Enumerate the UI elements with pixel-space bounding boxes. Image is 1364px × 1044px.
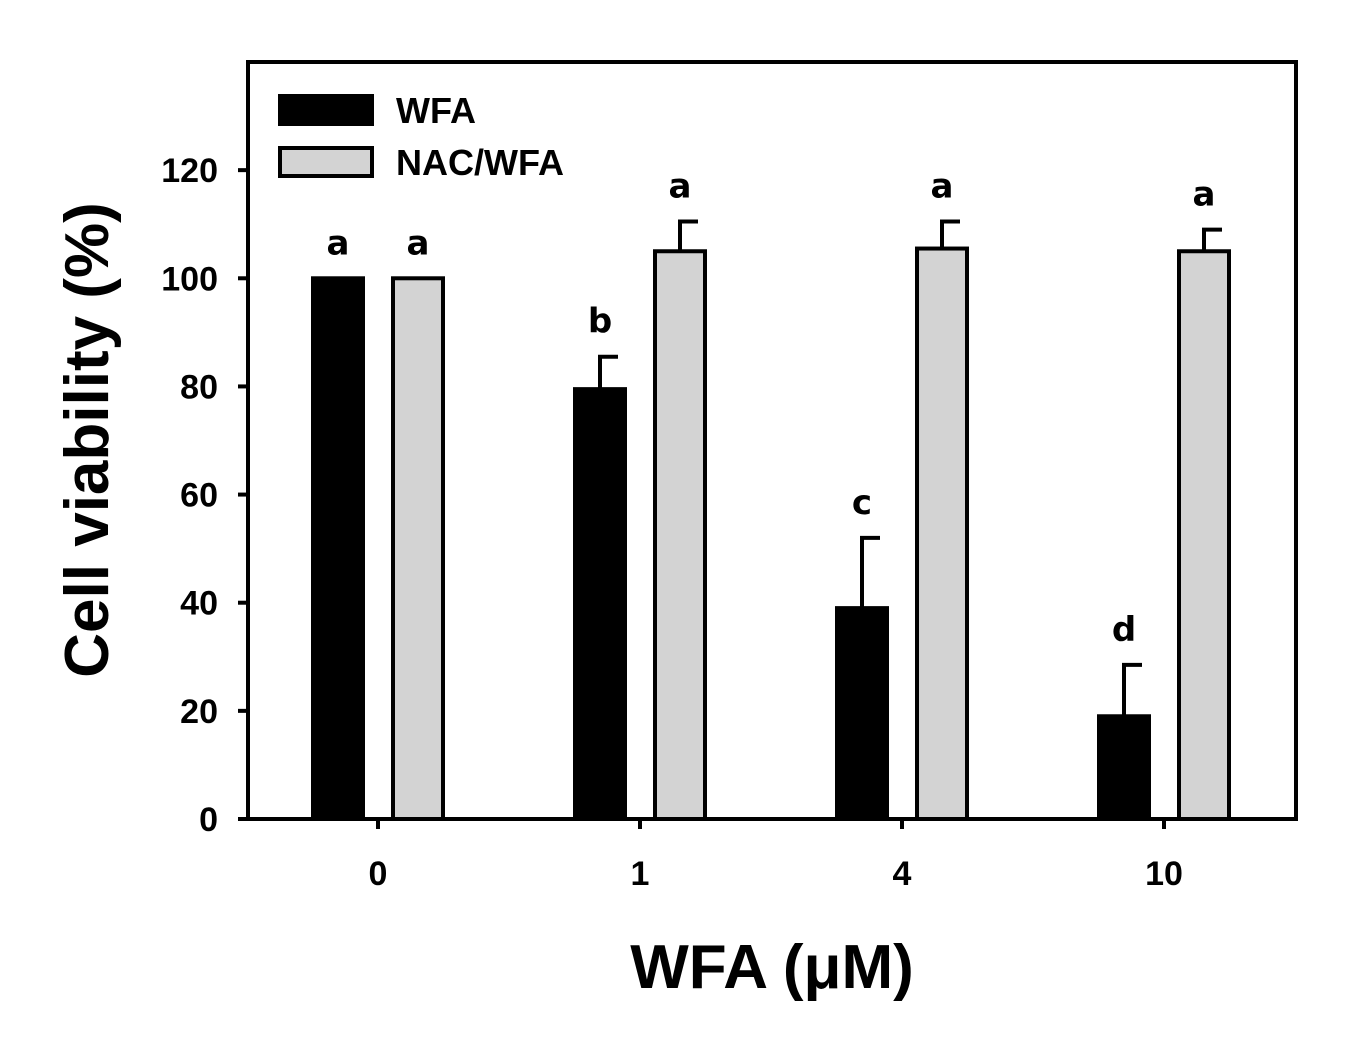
- x-axis-title: WFA (μM): [630, 933, 914, 1002]
- significance-labels-layer: a b c d a a a a: [327, 167, 1216, 650]
- x-axis: 0 1 4 10: [369, 819, 1183, 893]
- bars-layer: [311, 246, 1231, 821]
- y-tick-label-0: 0: [199, 801, 218, 839]
- y-axis: 0 20 40 60 80 100 120: [161, 152, 248, 839]
- y-tick-label-120: 120: [161, 152, 218, 190]
- legend: WFA NAC/WFA: [278, 90, 564, 183]
- significance-label-wfa-1: b: [588, 302, 612, 342]
- x-tick-label-1: 1: [631, 855, 650, 893]
- significance-label-nac-wfa-4: a: [931, 167, 954, 207]
- y-tick-label-20: 20: [180, 693, 218, 731]
- x-tick-label-0: 0: [369, 855, 388, 893]
- bar-nac-wfa-4: [915, 246, 969, 821]
- bar-nac-wfa-0: [391, 276, 445, 821]
- bar-nac-wfa-1: [653, 249, 707, 821]
- x-tick-label-10: 10: [1145, 855, 1183, 893]
- bar-wfa-0: [311, 276, 365, 821]
- bar-nac-wfa-10: [1177, 249, 1231, 821]
- y-tick-label-80: 80: [180, 368, 218, 406]
- y-tick-label-40: 40: [180, 585, 218, 623]
- y-tick-label-100: 100: [161, 260, 218, 298]
- significance-label-nac-wfa-1: a: [669, 167, 692, 207]
- y-tick-label-60: 60: [180, 477, 218, 515]
- significance-label-wfa-10: d: [1112, 610, 1136, 650]
- plot-frame: [246, 60, 1298, 821]
- significance-label-nac-wfa-10: a: [1193, 175, 1216, 215]
- significance-label-nac-wfa-0: a: [407, 223, 430, 263]
- bar-wfa-4: [835, 606, 889, 821]
- legend-swatch-wfa: [278, 94, 374, 126]
- legend-swatch-nac-wfa: [278, 146, 374, 178]
- legend-label-nac-wfa: NAC/WFA: [396, 142, 564, 183]
- bar-wfa-1: [573, 387, 627, 821]
- error-bars-layer: [598, 219, 1222, 717]
- significance-label-wfa-4: c: [852, 483, 872, 523]
- y-axis-title: Cell viability (%): [53, 202, 122, 677]
- significance-label-wfa-0: a: [327, 223, 350, 263]
- x-tick-label-4: 4: [893, 855, 912, 893]
- bar-wfa-10: [1097, 714, 1151, 821]
- legend-label-wfa: WFA: [396, 90, 476, 131]
